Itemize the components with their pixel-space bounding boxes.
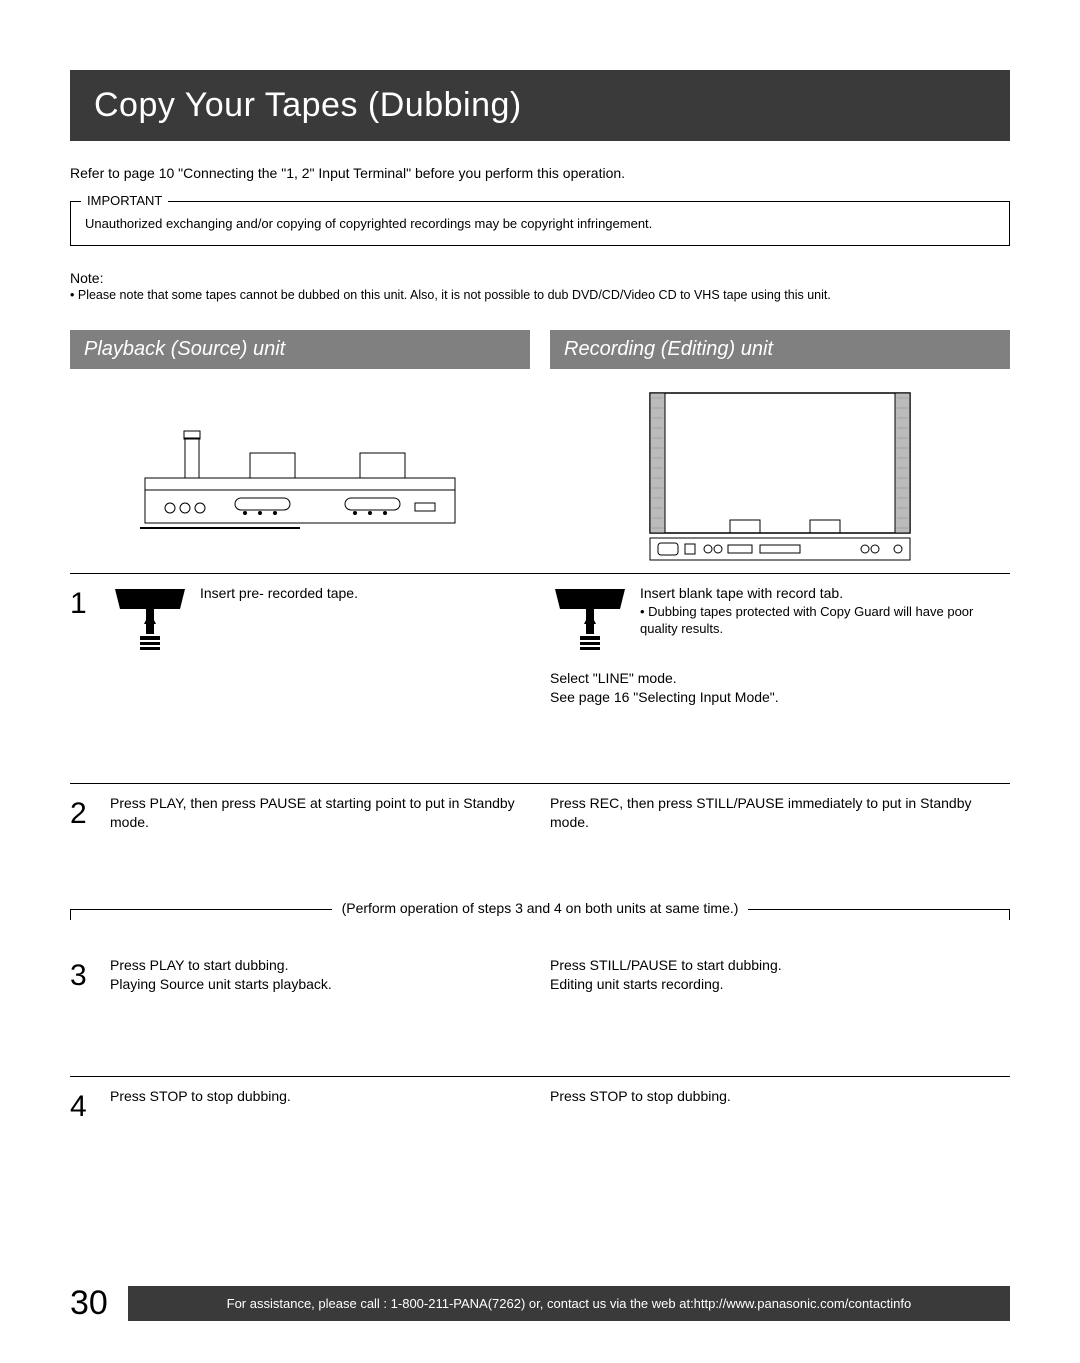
step-1-number: 1 — [70, 584, 96, 773]
playback-header: Playback (Source) unit — [70, 330, 530, 369]
step-3-right-l1: Press STILL/PAUSE to start dubbing. — [550, 956, 1010, 975]
step-1-right-line1: Insert blank tape with record tab. — [640, 584, 1010, 603]
important-box: IMPORTANT Unauthorized exchanging and/or… — [70, 201, 1010, 246]
step-2-left-text: Press PLAY, then press PAUSE at starting… — [110, 794, 530, 893]
step-4-row: 4 Press STOP to stop dubbing. Press STOP… — [70, 1076, 1010, 1166]
step-1-right-line2: Select "LINE" mode. — [550, 669, 1010, 688]
step-3-row: 3 Press PLAY to start dubbing. Playing S… — [70, 946, 1010, 1076]
step-4-right-text: Press STOP to stop dubbing. — [550, 1087, 1010, 1156]
note-block: Note: Please note that some tapes cannot… — [70, 270, 1010, 302]
tape-icon — [550, 584, 630, 659]
tape-icon — [110, 584, 190, 773]
step-3-number: 3 — [70, 956, 96, 1066]
note-heading: Note: — [70, 270, 1010, 286]
step-4-number: 4 — [70, 1087, 96, 1156]
footer-bar: For assistance, please call : 1-800-211-… — [128, 1286, 1010, 1321]
step-1-right-bullet: Dubbing tapes protected with Copy Guard … — [640, 603, 1010, 638]
important-content: Unauthorized exchanging and/or copying o… — [85, 216, 995, 231]
page-title: Copy Your Tapes (Dubbing) — [70, 70, 1010, 141]
step-3-left-l2: Playing Source unit starts playback. — [110, 975, 530, 994]
step-4-left-text: Press STOP to stop dubbing. — [110, 1087, 530, 1156]
step-2-number: 2 — [70, 794, 96, 893]
step-3-right-l2: Editing unit starts recording. — [550, 975, 1010, 994]
footer: 30 For assistance, please call : 1-800-2… — [70, 1284, 1010, 1323]
step-2-right-text: Press REC, then press STILL/PAUSE immedi… — [550, 794, 1010, 893]
page-number: 30 — [70, 1284, 108, 1323]
vcr-illustration — [70, 383, 530, 573]
important-label: IMPORTANT — [81, 193, 168, 208]
step-3-left-l1: Press PLAY to start dubbing. — [110, 956, 530, 975]
note-text: Please note that some tapes cannot be du… — [70, 288, 1010, 302]
columns-header-row: Playback (Source) unit Recordin — [70, 330, 1010, 573]
step-1-right-line3: See page 16 "Selecting Input Mode". — [550, 688, 1010, 707]
intro-text: Refer to page 10 "Connecting the "1, 2" … — [70, 165, 1010, 181]
mid-separator: (Perform operation of steps 3 and 4 on b… — [70, 909, 1010, 928]
step-1-row: 1 Insert pre- recorded tape. — [70, 573, 1010, 783]
tv-illustration — [550, 383, 1010, 573]
step-1-left-text: Insert pre- recorded tape. — [200, 584, 358, 773]
step-2-row: 2 Press PLAY, then press PAUSE at starti… — [70, 783, 1010, 903]
recording-header: Recording (Editing) unit — [550, 330, 1010, 369]
mid-label: (Perform operation of steps 3 and 4 on b… — [332, 900, 749, 916]
